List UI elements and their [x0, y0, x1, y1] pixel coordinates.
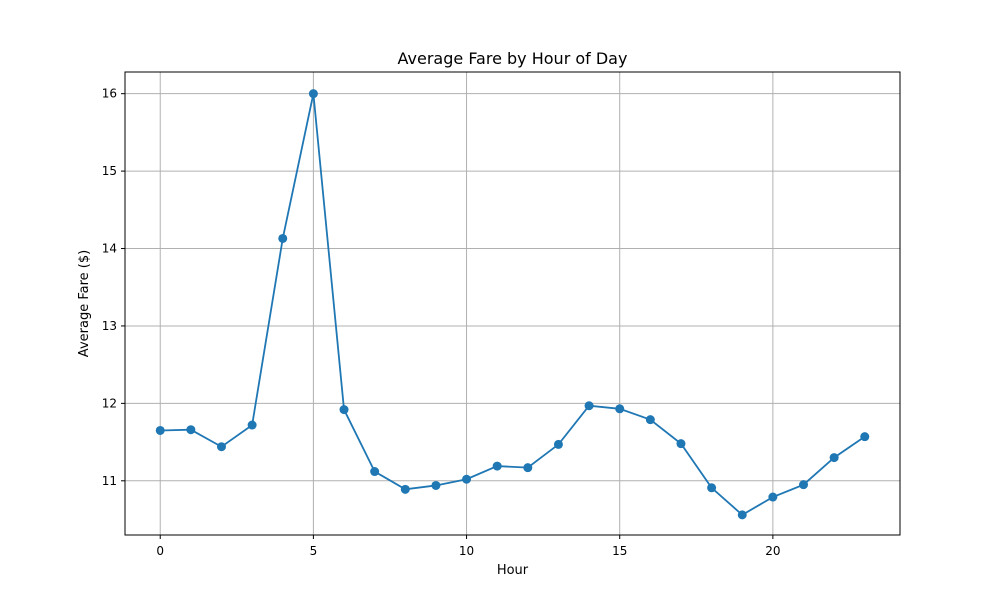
y-tick-label: 16: [102, 87, 117, 101]
data-point-hour-12: [523, 463, 533, 473]
data-point-hour-20: [768, 492, 778, 502]
data-point-hour-9: [431, 480, 441, 490]
x-tick-label: 0: [156, 544, 164, 558]
data-point-hour-2: [216, 442, 226, 452]
data-point-hour-11: [492, 461, 502, 471]
plot-frame: [124, 71, 901, 536]
data-point-hour-3: [247, 420, 257, 430]
y-tick-label: 13: [102, 319, 117, 333]
x-tick-label: 15: [612, 544, 627, 558]
data-point-hour-23: [860, 432, 870, 442]
series-line: [160, 93, 866, 516]
data-point-hour-15: [615, 404, 625, 414]
data-point-hour-6: [339, 405, 349, 415]
y-tick-label: 14: [102, 242, 117, 256]
data-point-hour-19: [737, 510, 747, 520]
x-tick-label: 20: [765, 544, 780, 558]
data-point-hour-10: [462, 474, 472, 484]
data-point-hour-7: [370, 467, 380, 477]
x-axis-label: Hour: [497, 563, 529, 578]
data-point-hour-0: [155, 425, 165, 435]
x-tick-label: 5: [310, 544, 318, 558]
series-layer: [155, 89, 870, 520]
data-point-hour-18: [707, 483, 717, 493]
data-point-hour-22: [829, 453, 839, 463]
data-point-hour-1: [186, 425, 196, 435]
data-point-hour-14: [584, 401, 594, 411]
y-tick-label: 15: [102, 164, 117, 178]
y-axis-label: Average Fare ($): [77, 250, 92, 357]
ticks-layer: 0 5 10 15 20 11 12 13 14 15 16: [102, 87, 781, 558]
chart-title: Average Fare by Hour of Day: [398, 49, 628, 68]
data-point-hour-17: [676, 439, 686, 449]
data-point-hour-21: [799, 480, 809, 490]
data-point-hour-8: [400, 484, 410, 494]
grid-layer: [125, 72, 900, 535]
y-tick-label: 12: [102, 396, 117, 410]
data-point-hour-5: [308, 89, 318, 99]
data-point-hour-4: [278, 233, 288, 243]
data-point-hour-16: [645, 415, 655, 425]
data-point-hour-13: [553, 439, 563, 449]
x-tick-label: 10: [459, 544, 474, 558]
y-tick-label: 11: [102, 474, 117, 488]
